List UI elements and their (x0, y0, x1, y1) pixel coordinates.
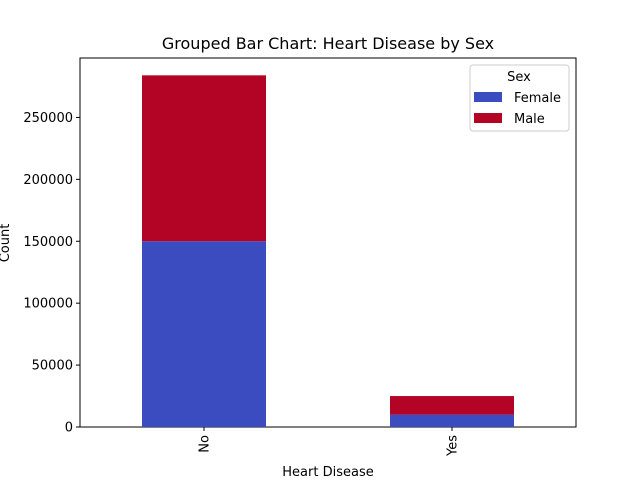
x-axis: No Yes (198, 427, 461, 457)
y-tick-label: 0 (65, 421, 73, 436)
y-tick-label: 250000 (23, 111, 73, 126)
legend-label-male: Male (514, 112, 545, 127)
legend: Sex Female Male (469, 64, 570, 132)
bar-female-yes (390, 414, 514, 427)
x-axis-label: Heart Disease (282, 465, 373, 480)
legend-label-female: Female (514, 91, 561, 106)
x-tick-label: No (198, 435, 213, 453)
y-tick-label: 150000 (23, 235, 73, 250)
y-axis-label: Count (0, 224, 13, 263)
plot-frame (79, 57, 577, 428)
x-tick-label: Yes (446, 435, 461, 457)
bar-male-no (142, 75, 266, 242)
y-tick-label: 200000 (23, 173, 73, 188)
legend-swatch-male (474, 113, 502, 123)
y-tick-label: 50000 (32, 359, 73, 374)
plot-area (79, 57, 577, 428)
bar-female-no (142, 241, 266, 427)
y-axis: 0 50000 100000 150000 200000 250000 (23, 111, 80, 436)
bars-group (142, 75, 514, 427)
bar-male-yes (390, 396, 514, 415)
legend-swatch-female (474, 92, 502, 102)
legend-title: Sex (507, 70, 531, 85)
y-tick-label: 100000 (23, 297, 73, 312)
chart-title: Grouped Bar Chart: Heart Disease by Sex (162, 34, 494, 53)
